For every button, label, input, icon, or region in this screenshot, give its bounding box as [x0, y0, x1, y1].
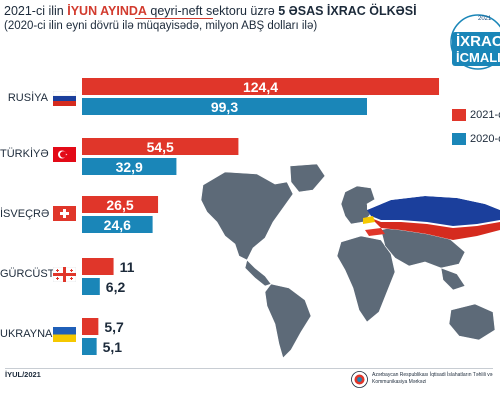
- country-label-switzerland: İSVEÇRƏ: [0, 208, 50, 220]
- bar-ukraine-2021: [82, 318, 99, 335]
- bar-label-turkey-2021: 54,5: [147, 139, 174, 155]
- bar-georgia-2020: [82, 278, 100, 295]
- bar-russia-2021: [82, 78, 440, 95]
- bar-ukraine-2020: [82, 338, 97, 355]
- country-label-ukraine: UKRAYNA: [0, 328, 53, 340]
- badge-line2: İCMALI: [456, 50, 500, 65]
- bar-label-ukraine-2021: 5,7: [104, 319, 124, 335]
- bar-turkey-2021: [82, 138, 239, 155]
- title-bold: 5 ƏSAS İXRAC ÖLKƏSİ: [278, 4, 417, 18]
- legend-swatch-2021: [452, 109, 466, 121]
- bar-label-ukraine-2020: 5,1: [103, 339, 123, 355]
- bar-label-switzerland-2020: 24,6: [104, 217, 131, 233]
- badge-line1: İXRAC: [456, 33, 500, 50]
- russia-flag-icon: [53, 91, 76, 106]
- badge-shape: [450, 14, 500, 70]
- footer-divider: [5, 368, 493, 369]
- bar-georgia-2021: [82, 258, 114, 275]
- title-prefix: 2021-ci ilin: [4, 4, 64, 18]
- georgia-flag-icon: [53, 267, 76, 282]
- legend-swatch-2020: [452, 133, 466, 145]
- page-subtitle: (2020-ci ilin eyni dövrü ilə müqayisədə,…: [4, 20, 318, 32]
- title-mid: qeyri-neft sektoru üzrə: [150, 4, 275, 18]
- bar-label-georgia-2021: 11: [120, 259, 135, 275]
- bar-label-switzerland-2021: 26,5: [106, 197, 133, 213]
- country-label-turkey: TÜRKİYƏ: [0, 148, 49, 160]
- footer-organization: Azərbaycan Respublikası İqtisadi İslahat…: [372, 372, 493, 385]
- badge-year: 2021: [478, 16, 492, 22]
- ukraine-map-highlight: [363, 216, 375, 224]
- bar-label-russia-2021: 124,4: [243, 79, 278, 95]
- turkey-flag-icon: [53, 147, 76, 162]
- footer-date: İYUL/2021: [5, 370, 41, 379]
- bar-switzerland-2020: [82, 216, 153, 233]
- bar-russia-2020: [82, 98, 367, 115]
- world-map: [200, 163, 500, 359]
- bar-label-georgia-2020: 6,2: [106, 279, 126, 295]
- turkey-map-highlight: [365, 228, 385, 236]
- emblem-icon: [351, 371, 368, 388]
- legend-label-2021: 2021-ci il: [470, 109, 500, 121]
- page-title: 2021-ci ilin İYUN AYINDA qeyri-neft sekt…: [4, 4, 424, 19]
- title-highlight: İYUN AYINDA: [67, 4, 147, 18]
- bar-label-turkey-2020: 32,9: [116, 159, 143, 175]
- legend-label-2020: 2020-ci il: [470, 133, 500, 145]
- title-underline: [135, 18, 213, 19]
- ukraine-flag-icon: [53, 327, 76, 342]
- russia-map-highlight: [366, 183, 500, 241]
- export-review-badge: 2021 İXRAC İCMALI: [448, 12, 500, 70]
- bar-switzerland-2021: [82, 196, 159, 213]
- country-label-russia: RUSİYA: [7, 92, 48, 104]
- bar-label-russia-2020: 99,3: [211, 99, 238, 115]
- bar-turkey-2020: [82, 158, 177, 175]
- switzerland-flag-icon: [53, 206, 76, 221]
